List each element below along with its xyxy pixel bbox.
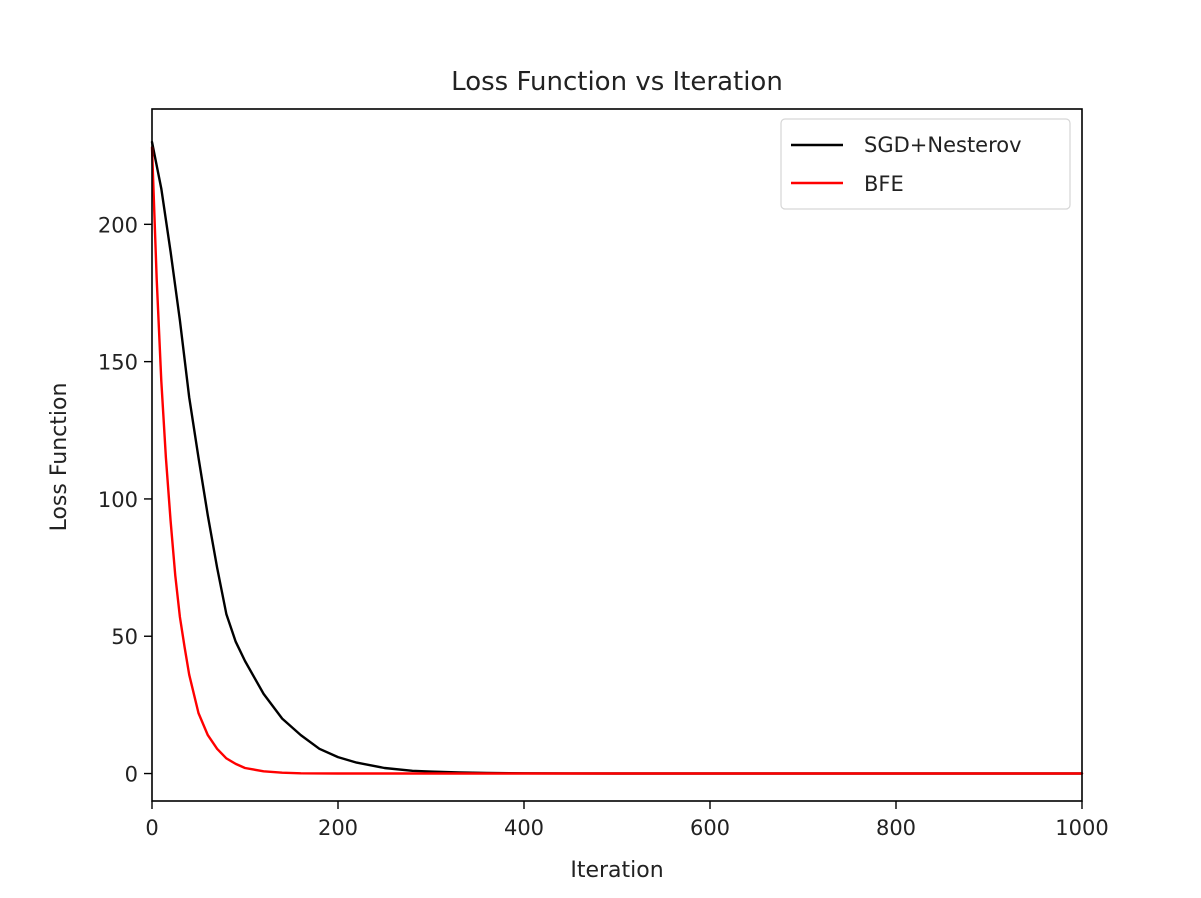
x-axis-label: Iteration <box>570 858 663 883</box>
legend-label-sgd-nesterov: SGD+Nesterov <box>864 133 1022 157</box>
y-tick-label-200: 200 <box>98 213 138 237</box>
x-tick-label-600: 600 <box>690 816 730 840</box>
y-tick-label-0: 0 <box>125 763 138 787</box>
y-tick-label-100: 100 <box>98 488 138 512</box>
x-tick-label-1000: 1000 <box>1055 816 1108 840</box>
x-tick-label-800: 800 <box>876 816 916 840</box>
legend-frame <box>780 118 1071 210</box>
y-tick-label-150: 150 <box>98 351 138 375</box>
series-layer <box>150 140 1084 775</box>
x-tick-label-400: 400 <box>504 816 544 840</box>
plot-area-frame <box>151 108 1083 802</box>
legend-label-bfe: BFE <box>864 172 904 196</box>
chart-title: Loss Function vs Iteration <box>451 67 783 97</box>
legend: SGD+Nesterov BFE <box>780 118 1071 210</box>
y-axis-ticks: 0 50 100 150 200 <box>98 213 152 787</box>
y-tick-label-50: 50 <box>111 625 138 649</box>
x-tick-label-200: 200 <box>318 816 358 840</box>
y-axis-label: Loss Function <box>47 383 72 532</box>
x-tick-label-0: 0 <box>145 816 158 840</box>
series-line-bfe <box>150 146 1084 775</box>
x-axis-ticks: 0 200 400 600 800 1000 <box>145 801 1109 840</box>
series-line-sgd-nesterov <box>150 140 1084 775</box>
